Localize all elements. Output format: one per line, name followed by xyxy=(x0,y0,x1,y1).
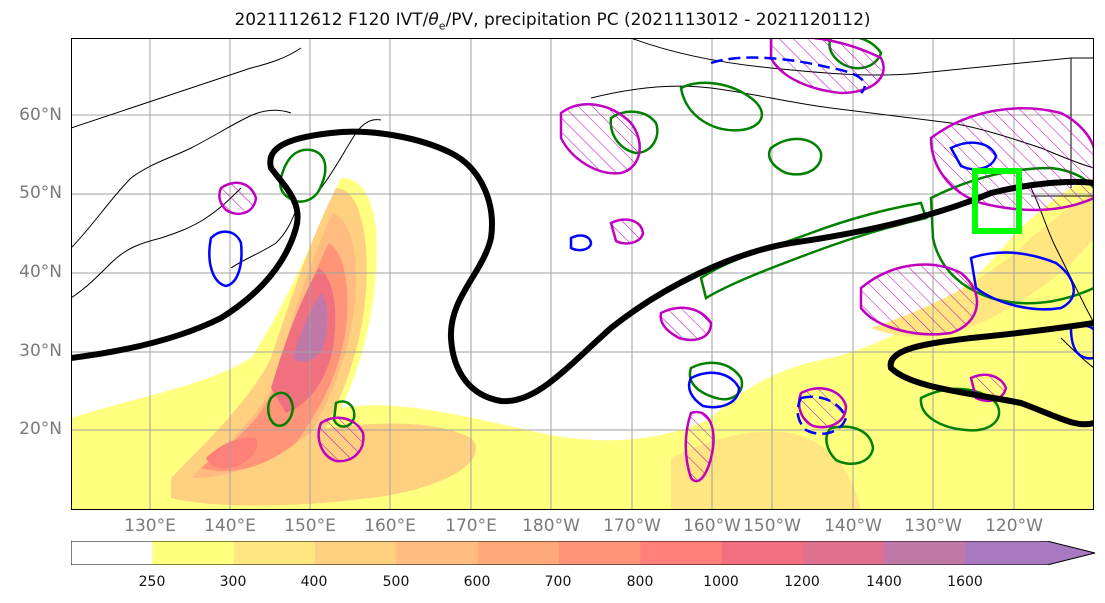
lat-label-60n: 60°N xyxy=(19,105,62,125)
colorbar-cell xyxy=(71,541,153,565)
lat-label-20n: 20°N xyxy=(19,419,62,439)
colorbar-cell xyxy=(803,541,885,565)
cbar-tick-400: 400 xyxy=(300,574,328,590)
colorbar-cell xyxy=(640,541,723,565)
colorbar-extend-arrow xyxy=(1047,541,1095,565)
map-panel xyxy=(71,38,1094,510)
title-theta-sub: e xyxy=(438,19,446,33)
colorbar-cell xyxy=(965,541,1048,565)
colorbar-cell xyxy=(477,541,560,565)
cbar-tick-250: 250 xyxy=(138,574,166,590)
lon-label-170w: 170°W xyxy=(603,516,661,536)
colorbar-cell xyxy=(315,541,397,565)
lon-label-140w: 140°W xyxy=(824,516,882,536)
cbar-tick-800: 800 xyxy=(626,574,654,590)
pv-contour-east xyxy=(887,320,1094,428)
cbar-tick-1000: 1000 xyxy=(703,574,739,590)
lat-label-50n: 50°N xyxy=(19,183,62,203)
cbar-tick-500: 500 xyxy=(382,574,410,590)
precip-negative-contours xyxy=(208,56,1094,435)
lon-label-180w: 180°W xyxy=(522,516,580,536)
colorbar-cell xyxy=(559,541,641,565)
lon-label-140e: 140°E xyxy=(204,516,256,536)
colorbar-cell xyxy=(396,541,479,565)
cbar-tick-300: 300 xyxy=(219,574,247,590)
lon-label-130w: 130°W xyxy=(904,516,962,536)
title-theta: θ xyxy=(428,10,439,30)
lon-label-150e: 150°E xyxy=(284,516,336,536)
colorbar-cell xyxy=(721,541,804,565)
precip-positive-contours xyxy=(218,38,1094,483)
cbar-tick-1400: 1400 xyxy=(866,574,902,590)
colorbar-cell xyxy=(152,541,235,565)
map-frame xyxy=(71,38,1094,510)
colorbar xyxy=(71,541,1096,565)
pv-contour-main xyxy=(71,128,1094,405)
cbar-tick-1200: 1200 xyxy=(784,574,820,590)
lon-label-150w: 150°W xyxy=(743,516,801,536)
title-run: 2021112612 F120 IVT/ xyxy=(234,10,429,30)
lat-label-30n: 30°N xyxy=(19,341,62,361)
lat-label-40n: 40°N xyxy=(19,262,62,282)
cbar-tick-600: 600 xyxy=(463,574,491,590)
lon-label-160e: 160°E xyxy=(364,516,416,536)
colorbar-cell xyxy=(884,541,967,565)
cbar-tick-700: 700 xyxy=(544,574,572,590)
lon-label-160w: 160°W xyxy=(683,516,741,536)
title-rest: /PV, precipitation PC (2021113012 - 2021… xyxy=(445,10,871,30)
lon-label-170e: 170°E xyxy=(445,516,497,536)
lon-label-130e: 130°E xyxy=(124,516,176,536)
map-title: 2021112612 F120 IVT/θe/PV, precipitation… xyxy=(0,10,1105,32)
cbar-tick-1600: 1600 xyxy=(947,574,983,590)
lon-label-120w: 120°W xyxy=(985,516,1043,536)
colorbar-cell xyxy=(233,541,316,565)
target-region-box xyxy=(972,168,1022,234)
